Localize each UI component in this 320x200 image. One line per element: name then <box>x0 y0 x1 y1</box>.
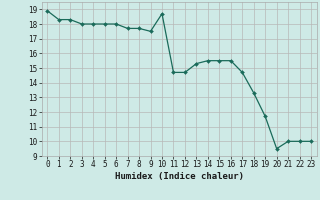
X-axis label: Humidex (Indice chaleur): Humidex (Indice chaleur) <box>115 172 244 181</box>
